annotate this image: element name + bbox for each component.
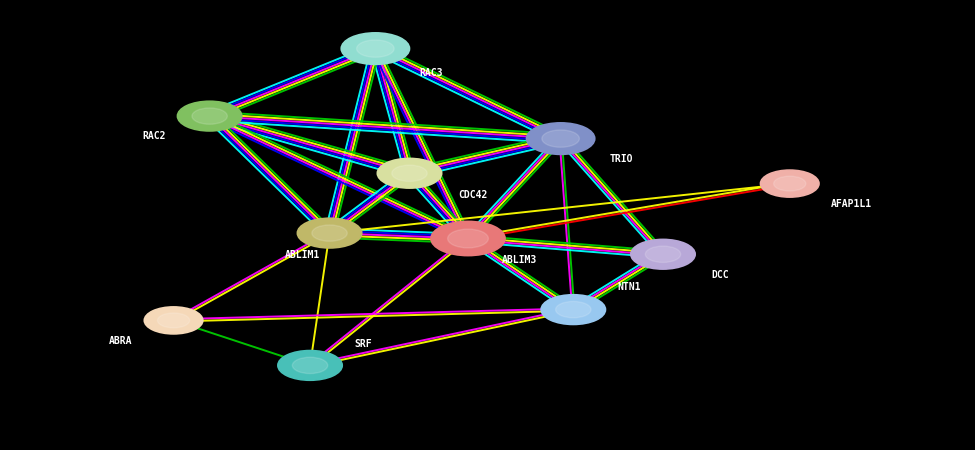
Text: RAC2: RAC2 <box>142 131 166 141</box>
Circle shape <box>556 302 591 318</box>
Circle shape <box>542 130 579 147</box>
Circle shape <box>377 158 442 188</box>
Circle shape <box>292 357 328 374</box>
Text: SRF: SRF <box>354 339 371 349</box>
Circle shape <box>392 165 427 181</box>
Text: DCC: DCC <box>712 270 729 279</box>
Circle shape <box>526 123 595 154</box>
Circle shape <box>177 101 242 131</box>
Text: TRIO: TRIO <box>609 154 633 164</box>
Circle shape <box>278 351 342 380</box>
Circle shape <box>144 307 203 334</box>
Circle shape <box>357 40 394 57</box>
Text: AFAP1L1: AFAP1L1 <box>831 199 872 209</box>
Circle shape <box>760 170 819 197</box>
Circle shape <box>645 246 681 262</box>
Text: ABLIM1: ABLIM1 <box>285 250 320 260</box>
Text: ABLIM3: ABLIM3 <box>502 255 537 265</box>
Circle shape <box>312 225 347 241</box>
Circle shape <box>431 221 505 256</box>
Circle shape <box>297 218 362 248</box>
Text: ABRA: ABRA <box>109 336 133 346</box>
Circle shape <box>192 108 227 124</box>
Text: NTN1: NTN1 <box>617 282 641 292</box>
Text: RAC3: RAC3 <box>419 68 443 78</box>
Circle shape <box>773 176 805 191</box>
Circle shape <box>541 295 605 324</box>
Circle shape <box>631 239 695 269</box>
Circle shape <box>448 229 488 248</box>
Circle shape <box>341 33 410 64</box>
Circle shape <box>157 313 189 328</box>
Text: CDC42: CDC42 <box>458 190 488 200</box>
